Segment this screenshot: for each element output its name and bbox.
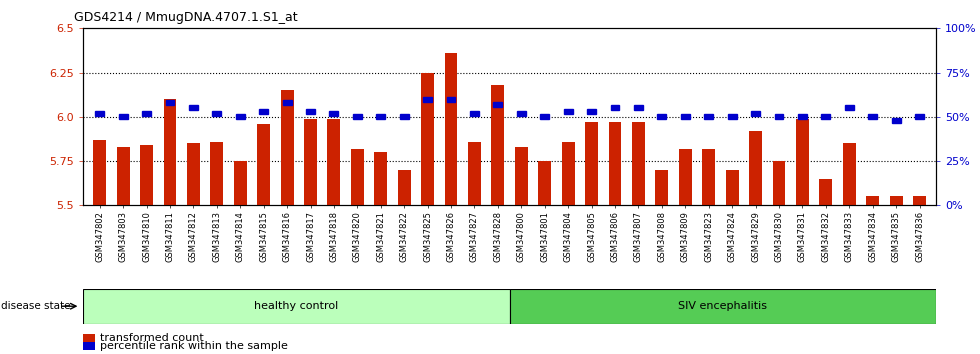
Bar xyxy=(470,111,479,116)
Bar xyxy=(189,105,198,110)
Bar xyxy=(585,122,598,205)
Bar xyxy=(913,196,926,205)
Bar xyxy=(83,289,510,324)
Bar xyxy=(95,111,104,116)
Bar xyxy=(211,142,223,205)
Text: disease state: disease state xyxy=(1,301,71,311)
Bar xyxy=(423,97,432,102)
Bar xyxy=(400,114,409,119)
Bar xyxy=(329,111,338,116)
Bar xyxy=(280,90,294,205)
Bar xyxy=(796,119,808,205)
Bar xyxy=(774,114,783,119)
Bar xyxy=(514,147,528,205)
Bar xyxy=(681,114,690,119)
Bar xyxy=(728,114,737,119)
Bar xyxy=(562,142,574,205)
Bar xyxy=(634,105,643,110)
Bar xyxy=(540,114,549,119)
Bar xyxy=(236,114,245,119)
Text: healthy control: healthy control xyxy=(255,301,338,311)
Bar xyxy=(187,143,200,205)
Bar xyxy=(915,114,924,119)
Bar xyxy=(819,179,832,205)
Bar xyxy=(257,124,270,205)
Bar xyxy=(306,109,315,114)
Text: transformed count: transformed count xyxy=(100,333,204,343)
Bar xyxy=(491,85,505,205)
Bar xyxy=(609,122,621,205)
Bar xyxy=(703,149,715,205)
Bar xyxy=(304,119,317,205)
Bar xyxy=(751,111,760,116)
Text: SIV encephalitis: SIV encephalitis xyxy=(678,301,767,311)
Bar xyxy=(725,170,739,205)
Bar xyxy=(447,97,456,102)
Bar xyxy=(845,105,854,110)
Bar xyxy=(140,145,153,205)
Text: percentile rank within the sample: percentile rank within the sample xyxy=(100,341,288,351)
Bar xyxy=(892,118,901,123)
Bar xyxy=(843,143,856,205)
Bar xyxy=(510,289,936,324)
Bar xyxy=(353,114,362,119)
Bar xyxy=(119,114,127,119)
Bar xyxy=(374,152,387,205)
Bar xyxy=(398,170,411,205)
Bar xyxy=(259,109,269,114)
Bar xyxy=(890,196,903,205)
Bar xyxy=(868,114,877,119)
Bar xyxy=(166,100,174,105)
Text: GDS4214 / MmugDNA.4707.1.S1_at: GDS4214 / MmugDNA.4707.1.S1_at xyxy=(74,11,297,24)
Bar xyxy=(282,100,291,105)
Bar xyxy=(564,109,572,114)
Bar xyxy=(327,119,340,205)
Bar xyxy=(821,114,830,119)
Bar xyxy=(798,114,807,119)
Bar xyxy=(376,114,385,119)
Bar xyxy=(538,161,551,205)
Bar xyxy=(772,161,785,205)
Bar xyxy=(587,109,596,114)
Bar xyxy=(164,99,176,205)
Bar xyxy=(679,149,692,205)
Bar xyxy=(468,142,481,205)
Bar xyxy=(142,111,151,116)
Bar xyxy=(516,111,525,116)
Bar xyxy=(656,170,668,205)
Bar xyxy=(445,53,458,205)
Bar xyxy=(632,122,645,205)
Bar xyxy=(213,111,221,116)
Bar xyxy=(234,161,247,205)
Bar xyxy=(421,73,434,205)
Bar xyxy=(494,102,503,107)
Bar xyxy=(658,114,666,119)
Bar xyxy=(705,114,713,119)
Bar xyxy=(351,149,364,205)
Bar xyxy=(611,105,619,110)
Bar xyxy=(866,196,879,205)
Bar xyxy=(93,140,106,205)
Bar xyxy=(117,147,129,205)
Bar xyxy=(749,131,762,205)
